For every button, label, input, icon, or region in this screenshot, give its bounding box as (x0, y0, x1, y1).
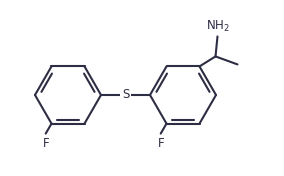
Text: F: F (157, 137, 164, 150)
Text: F: F (42, 137, 49, 150)
Text: NH$_2$: NH$_2$ (206, 19, 229, 34)
Text: S: S (122, 89, 129, 102)
